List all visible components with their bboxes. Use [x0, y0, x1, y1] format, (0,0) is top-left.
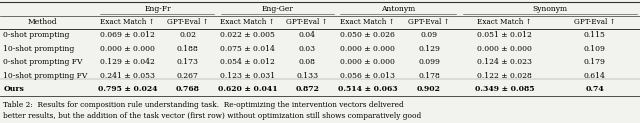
Text: Eng-Ger: Eng-Ger — [262, 5, 293, 13]
Text: 0.188: 0.188 — [177, 45, 198, 53]
Text: 0.129: 0.129 — [418, 45, 440, 53]
Text: 0.022 ± 0.005: 0.022 ± 0.005 — [220, 31, 275, 39]
Text: Exact Match ↑: Exact Match ↑ — [220, 18, 275, 26]
Text: 10-shot prompting: 10-shot prompting — [3, 45, 74, 53]
Text: 0.000 ± 0.000: 0.000 ± 0.000 — [477, 45, 532, 53]
Text: 0.133: 0.133 — [296, 72, 319, 80]
Text: Method: Method — [28, 18, 57, 26]
Text: 0.872: 0.872 — [296, 85, 319, 93]
Text: 0.514 ± 0.063: 0.514 ± 0.063 — [338, 85, 397, 93]
Text: 0.620 ± 0.041: 0.620 ± 0.041 — [218, 85, 277, 93]
Text: Exact Match ↑: Exact Match ↑ — [340, 18, 396, 26]
Text: Exact Match ↑: Exact Match ↑ — [100, 18, 155, 26]
Text: 0.000 ± 0.000: 0.000 ± 0.000 — [340, 45, 396, 53]
Text: 0.124 ± 0.023: 0.124 ± 0.023 — [477, 58, 532, 66]
Text: 0.795 ± 0.024: 0.795 ± 0.024 — [98, 85, 157, 93]
Text: Ours: Ours — [3, 85, 24, 93]
Text: 0.179: 0.179 — [584, 58, 606, 66]
Text: Synonym: Synonym — [532, 5, 567, 13]
Text: Antonym: Antonym — [381, 5, 415, 13]
Text: 10-shot prompting FV: 10-shot prompting FV — [3, 72, 88, 80]
Text: 0.000 ± 0.000: 0.000 ± 0.000 — [340, 58, 396, 66]
Text: GPT-Eval ↑: GPT-Eval ↑ — [166, 18, 209, 26]
Text: 0.115: 0.115 — [584, 31, 606, 39]
Text: 0.74: 0.74 — [586, 85, 604, 93]
Text: better results, but the addition of the task vector (first row) without optimiza: better results, but the addition of the … — [3, 112, 422, 120]
Text: 0.08: 0.08 — [299, 58, 316, 66]
Text: 0.178: 0.178 — [418, 72, 440, 80]
Text: Table 2:  Results for composition rule understanding task.  Re-optimizing the in: Table 2: Results for composition rule un… — [3, 101, 404, 109]
Text: 0.267: 0.267 — [177, 72, 198, 80]
Text: GPT-Eval ↑: GPT-Eval ↑ — [408, 18, 450, 26]
Text: 0.04: 0.04 — [299, 31, 316, 39]
Text: 0.054 ± 0.012: 0.054 ± 0.012 — [220, 58, 275, 66]
Text: 0-shot prompting: 0-shot prompting — [3, 31, 70, 39]
Text: 0.241 ± 0.053: 0.241 ± 0.053 — [100, 72, 155, 80]
Text: GPT-Eval ↑: GPT-Eval ↑ — [287, 18, 328, 26]
Text: 0.123 ± 0.031: 0.123 ± 0.031 — [220, 72, 275, 80]
Text: 0.03: 0.03 — [299, 45, 316, 53]
Text: 0.069 ± 0.012: 0.069 ± 0.012 — [100, 31, 155, 39]
Text: 0.050 ± 0.026: 0.050 ± 0.026 — [340, 31, 396, 39]
Text: 0.768: 0.768 — [175, 85, 200, 93]
Text: 0.614: 0.614 — [584, 72, 606, 80]
Text: 0.051 ± 0.012: 0.051 ± 0.012 — [477, 31, 532, 39]
Text: 0.349 ± 0.085: 0.349 ± 0.085 — [475, 85, 534, 93]
Text: 0.122 ± 0.028: 0.122 ± 0.028 — [477, 72, 532, 80]
Text: 0.056 ± 0.013: 0.056 ± 0.013 — [340, 72, 396, 80]
Text: 0.02: 0.02 — [179, 31, 196, 39]
Text: 0-shot prompting FV: 0-shot prompting FV — [3, 58, 83, 66]
Text: GPT-Eval ↑: GPT-Eval ↑ — [574, 18, 616, 26]
Text: 0.129 ± 0.042: 0.129 ± 0.042 — [100, 58, 155, 66]
Text: 0.902: 0.902 — [417, 85, 441, 93]
Text: 0.173: 0.173 — [177, 58, 198, 66]
Text: 0.109: 0.109 — [584, 45, 606, 53]
Text: Eng-Fr: Eng-Fr — [144, 5, 171, 13]
Text: 0.099: 0.099 — [418, 58, 440, 66]
Text: 0.09: 0.09 — [420, 31, 438, 39]
Text: 0.000 ± 0.000: 0.000 ± 0.000 — [100, 45, 155, 53]
Text: 0.075 ± 0.014: 0.075 ± 0.014 — [220, 45, 275, 53]
Text: Exact Match ↑: Exact Match ↑ — [477, 18, 532, 26]
